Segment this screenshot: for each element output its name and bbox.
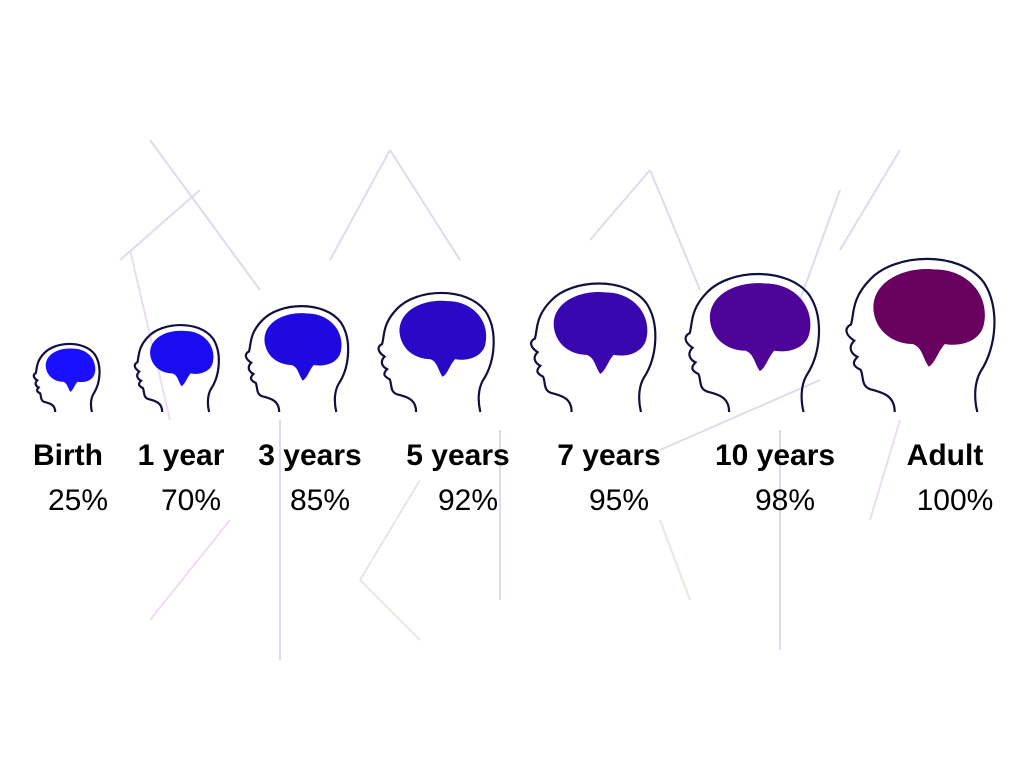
stage-label: Birth	[33, 439, 103, 472]
stage-label: 3 years	[258, 439, 361, 472]
brain	[399, 300, 487, 377]
brain	[553, 291, 648, 374]
stage-percent: 100%	[917, 484, 994, 517]
head-icon	[529, 282, 657, 414]
stages: Birth 25% 1 year 70% 3 years 85% 5 years 92% 7 y…	[32, 257, 996, 517]
stage-percent: 92%	[438, 484, 498, 517]
head-icon	[684, 272, 821, 414]
neuron-background	[119, 139, 901, 660]
brain	[264, 313, 342, 381]
brain	[45, 348, 96, 392]
head-icon	[244, 305, 350, 414]
stage-label: 7 years	[557, 439, 660, 472]
stage-percent: 70%	[161, 484, 221, 517]
head-icon	[133, 323, 220, 414]
head-icon	[845, 257, 996, 414]
stage-percent: 98%	[755, 484, 815, 517]
stage-label: Adult	[907, 439, 984, 472]
brain	[709, 283, 811, 372]
stage-label: 1 year	[138, 439, 225, 472]
brain	[873, 269, 985, 367]
stage-percent: 25%	[48, 484, 108, 517]
head-icon	[377, 291, 495, 414]
stage-label: 10 years	[715, 439, 835, 472]
stage-percent: 95%	[589, 484, 649, 517]
stage-percent: 85%	[290, 484, 350, 517]
head-icon	[32, 342, 101, 414]
stage-label: 5 years	[406, 439, 509, 472]
